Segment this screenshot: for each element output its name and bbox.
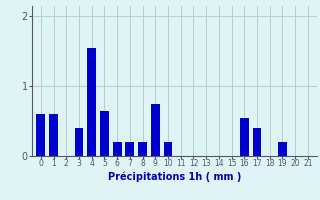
Bar bbox=[100, 111, 109, 156]
Bar bbox=[164, 142, 172, 156]
Bar bbox=[75, 128, 84, 156]
Bar bbox=[240, 118, 249, 156]
Bar bbox=[278, 142, 287, 156]
Bar bbox=[252, 128, 261, 156]
Bar bbox=[49, 114, 58, 156]
Bar bbox=[125, 142, 134, 156]
Bar bbox=[87, 48, 96, 156]
Bar bbox=[138, 142, 147, 156]
X-axis label: Précipitations 1h ( mm ): Précipitations 1h ( mm ) bbox=[108, 171, 241, 182]
Bar bbox=[36, 114, 45, 156]
Bar bbox=[151, 104, 160, 156]
Bar bbox=[113, 142, 122, 156]
